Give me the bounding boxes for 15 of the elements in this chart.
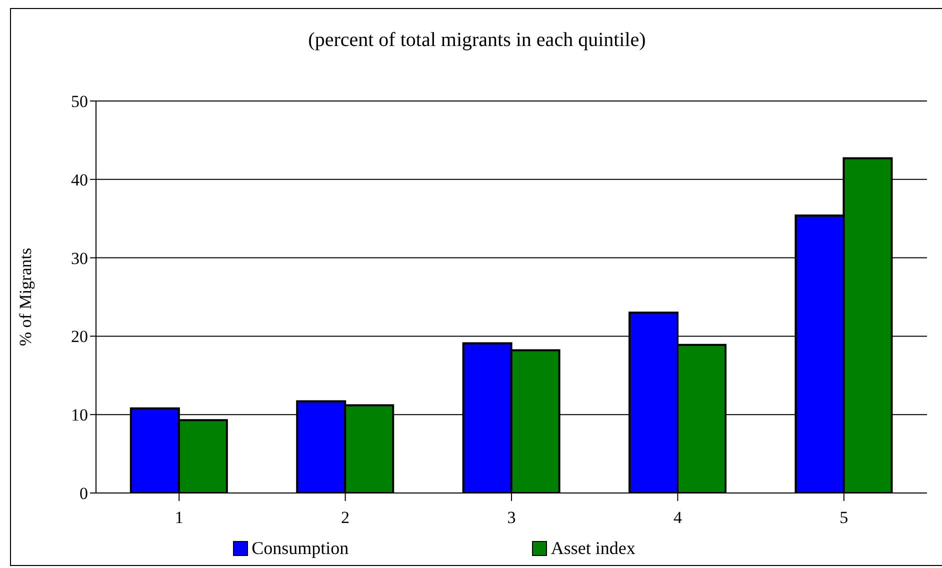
y-axis-title: % of Migrants	[16, 248, 36, 346]
x-tick-label: 3	[507, 508, 516, 528]
x-tick-label: 1	[174, 508, 184, 528]
y-tick-label: 30	[71, 248, 88, 268]
x-tick-label: 2	[341, 508, 350, 528]
y-tick-label: 40	[71, 170, 88, 190]
y-tick-label: 10	[71, 406, 88, 425]
x-tick-label: 5	[840, 508, 848, 528]
legend-label: Asset index	[550, 538, 636, 559]
x-tick-label: 4	[673, 508, 682, 528]
y-tick-label: 20	[71, 327, 88, 346]
y-tick-label: 0	[80, 484, 88, 504]
legend-label: Consumption	[250, 538, 349, 559]
y-tick-label: 50	[71, 92, 88, 112]
chart-title: (percent of total migrants in each quintile)	[307, 29, 647, 52]
